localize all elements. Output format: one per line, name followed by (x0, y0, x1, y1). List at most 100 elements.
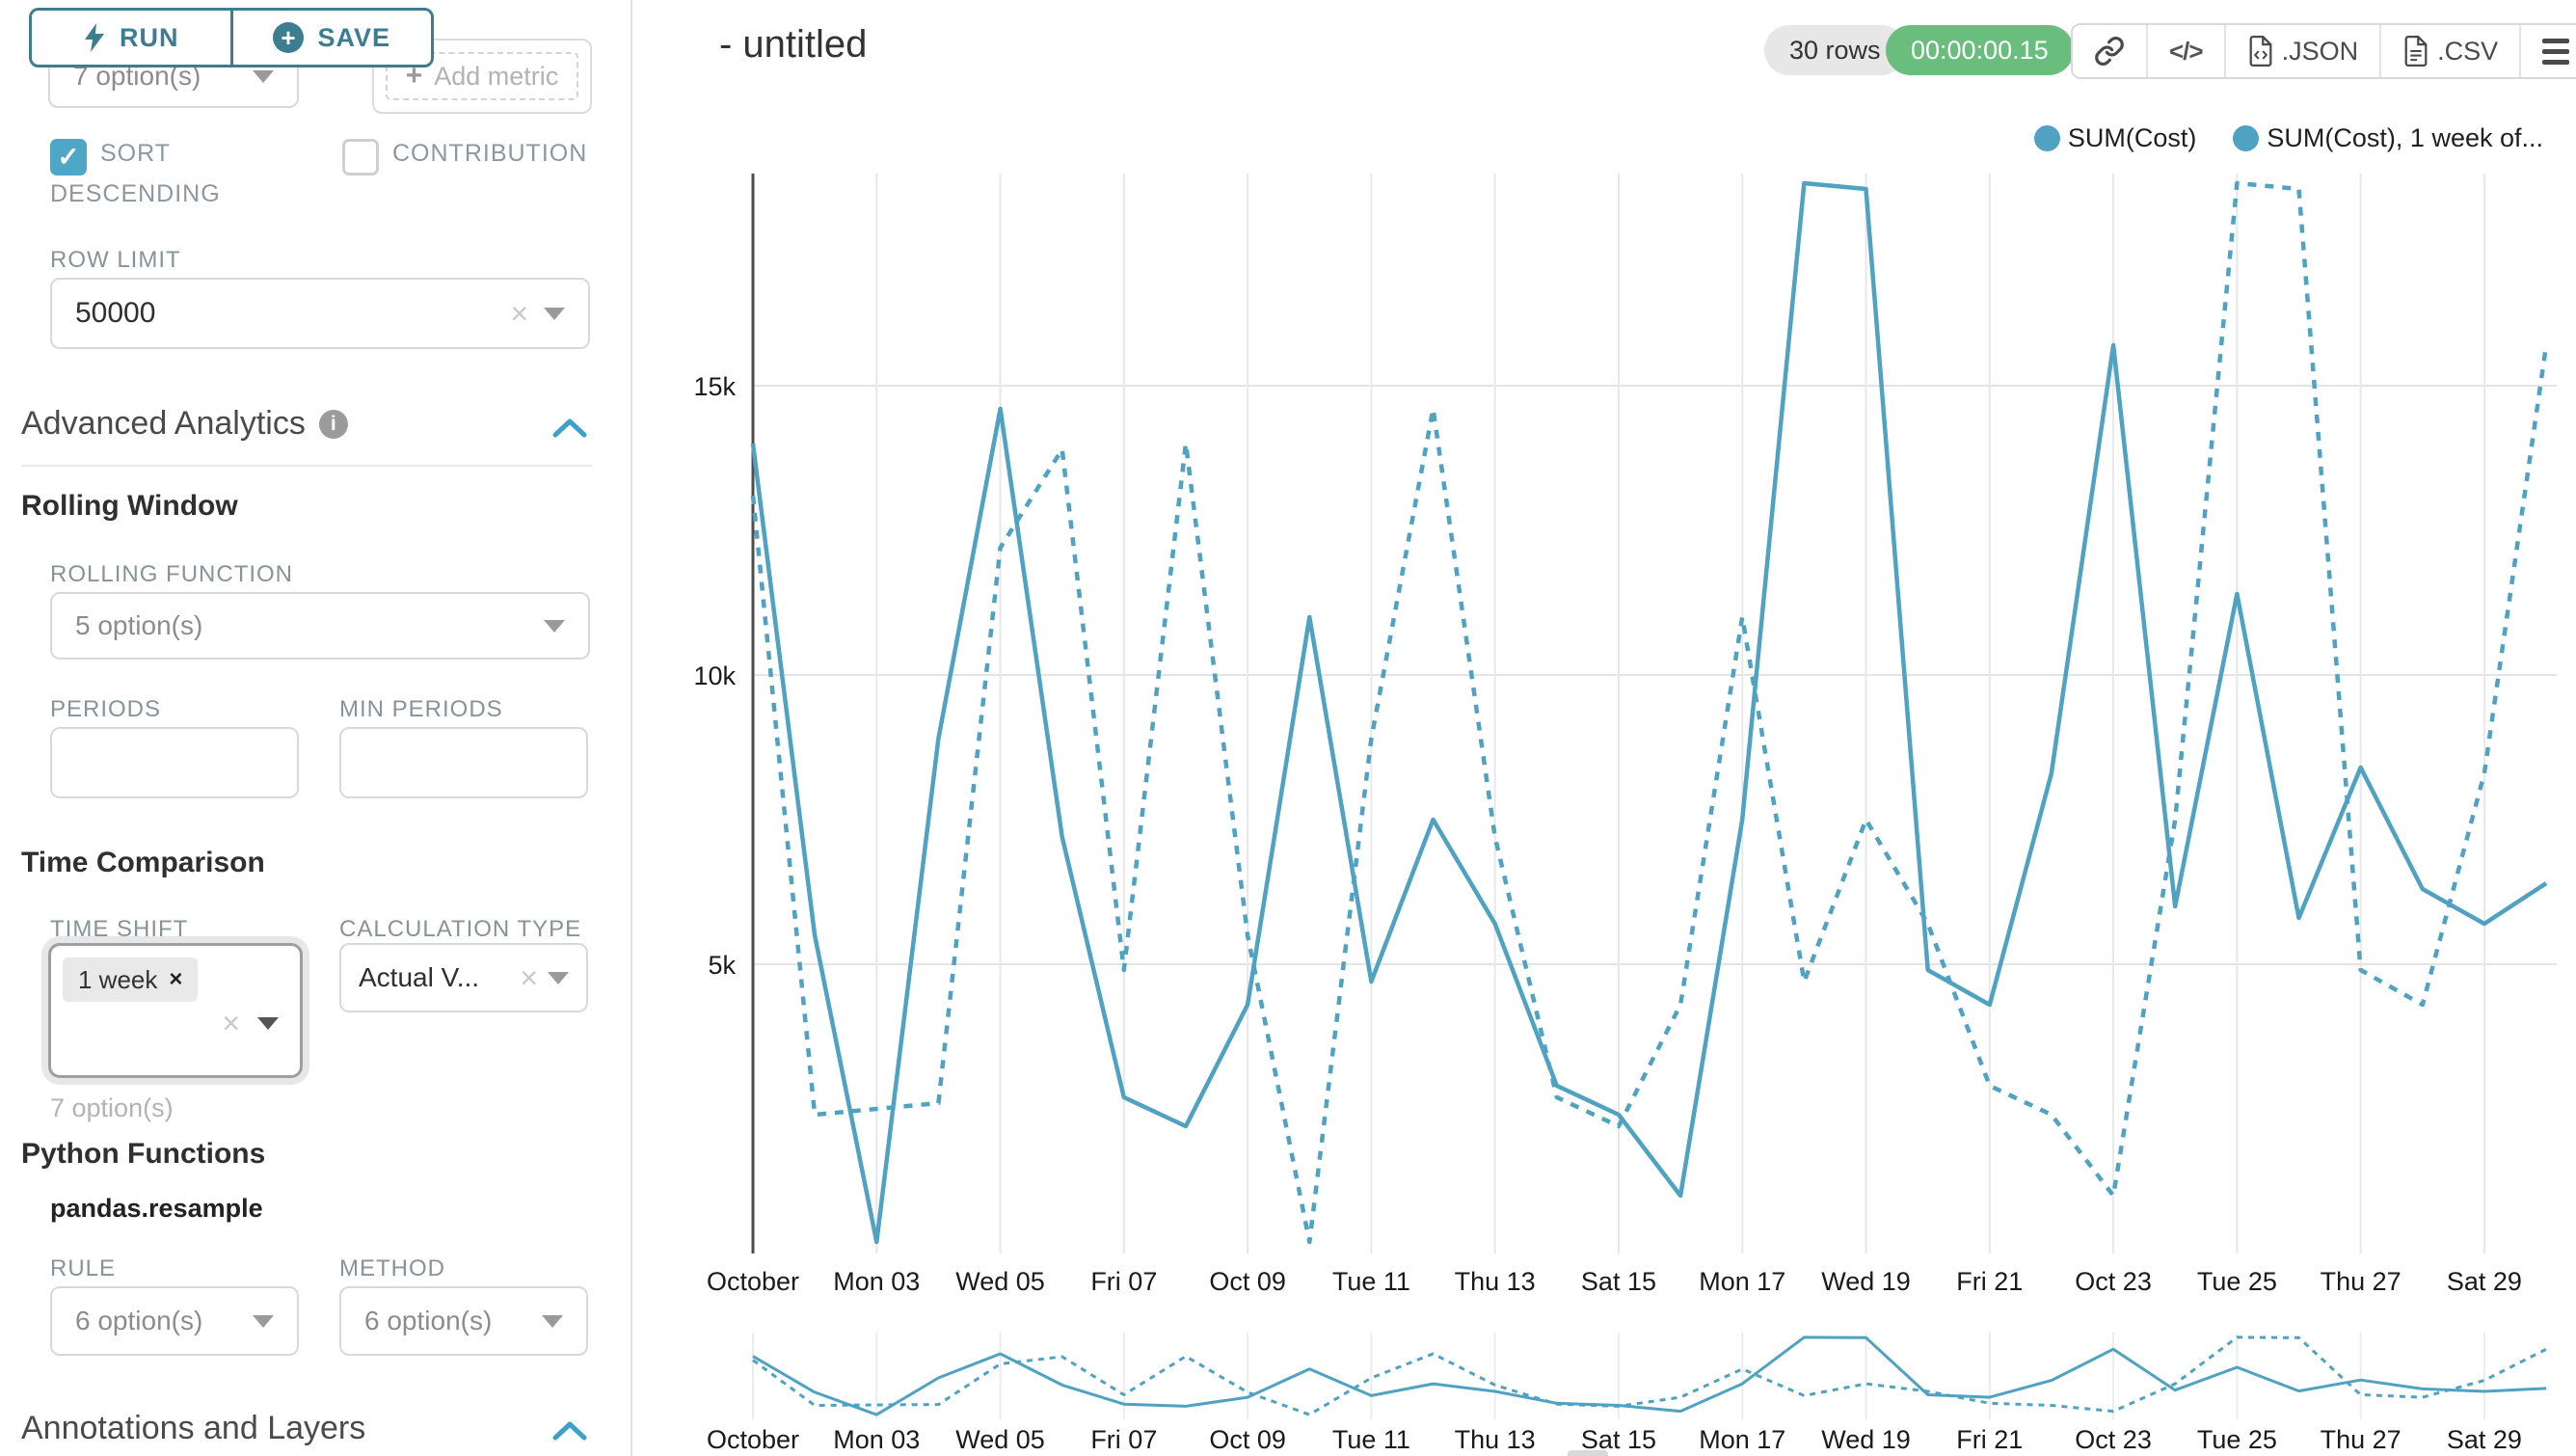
mini-x-axis-tick-label: Thu 13 (1455, 1425, 1536, 1454)
calculation-type-value: Actual V... (359, 962, 480, 992)
mini-chart-drag-handle[interactable] (1568, 1450, 1608, 1456)
hamburger-menu-icon (2542, 38, 2570, 65)
chevron-down-icon (544, 619, 565, 633)
collapse-chevron-up-icon[interactable] (551, 417, 588, 440)
calculation-type-label: CALCULATION TYPE (339, 916, 582, 942)
advanced-analytics-header: Advanced Analytics i (21, 405, 348, 443)
legend-item-sum-cost-offset[interactable]: SUM(Cost), 1 week of... (2233, 123, 2543, 153)
calculation-type-select[interactable]: Actual V... × (339, 943, 588, 1012)
chevron-down-icon (253, 69, 274, 83)
run-save-button-group: RUN + SAVE (29, 8, 434, 67)
query-duration-badge: 00:00:00.15 (1886, 25, 2074, 75)
min-periods-input[interactable] (339, 727, 588, 798)
divider (21, 465, 592, 467)
x-axis-tick-label: Oct 09 (1209, 1267, 1286, 1296)
mini-x-axis-tick-label: October (707, 1425, 799, 1454)
run-button[interactable]: RUN (32, 11, 230, 65)
export-json-button[interactable]: .JSON (2223, 25, 2380, 77)
legend-item-sum-cost[interactable]: SUM(Cost) (2033, 123, 2197, 153)
x-axis-tick-label: October (707, 1267, 799, 1296)
mini-x-axis-tick-label: Tue 11 (1332, 1425, 1410, 1454)
timeseries-line-chart: 5k 10k 15k October Mon 03 Wed 05 Fri 07 Oct 09 T… (693, 174, 2557, 1456)
plus-circle-icon: + (273, 22, 305, 53)
legend-dot (2233, 125, 2260, 151)
x-axis-tick-label: Thu 27 (2321, 1267, 2402, 1296)
y-axis-tick-label: 10k (693, 661, 736, 690)
x-axis-tick-label: Fri 21 (1956, 1267, 2023, 1296)
python-functions-subtitle: pandas.resample (50, 1194, 263, 1223)
save-button-label: SAVE (317, 22, 391, 52)
time-comparison-title: Time Comparison (21, 847, 265, 878)
chevron-down-icon (548, 971, 569, 984)
clear-icon[interactable]: × (222, 1006, 240, 1040)
clear-icon[interactable]: × (510, 296, 528, 331)
annotations-header: Annotations and Layers (21, 1410, 365, 1447)
legend-label: SUM(Cost), 1 week of... (2267, 123, 2543, 152)
time-shift-hint: 7 option(s) (50, 1093, 174, 1122)
contribution-control[interactable]: CONTRIBUTION (342, 135, 612, 175)
contribution-label: CONTRIBUTION (392, 140, 588, 167)
rule-select[interactable]: 6 option(s) (50, 1286, 299, 1356)
rolling-function-label: ROLLING FUNCTION (50, 561, 294, 587)
metrics-panel: + Add metric (372, 39, 592, 114)
collapse-chevron-up-icon[interactable] (551, 1419, 588, 1443)
rolling-function-value: 5 option(s) (75, 610, 203, 640)
x-axis-tick-label: Tue 11 (1332, 1267, 1410, 1296)
x-axis-tick-label: Oct 23 (2075, 1267, 2152, 1296)
view-query-button[interactable]: </> (2146, 25, 2224, 77)
mini-series-line-dashed (752, 1335, 2547, 1416)
export-csv-label: .CSV (2437, 36, 2499, 66)
mini-x-axis-tick-label: Sat 29 (2447, 1425, 2522, 1454)
add-metric-label: Add metric (434, 61, 559, 91)
export-toolbar: </> .JSON .CSV (2071, 23, 2576, 79)
export-csv-button[interactable]: .CSV (2379, 25, 2520, 77)
x-axis-tick-label: Wed 05 (955, 1267, 1045, 1296)
info-icon[interactable]: i (318, 409, 348, 439)
contribution-checkbox[interactable] (342, 138, 379, 175)
remove-tag-icon[interactable]: × (169, 966, 183, 992)
legend-label: SUM(Cost) (2067, 123, 2197, 152)
row-limit-value: 50000 (75, 297, 156, 329)
time-shift-tag[interactable]: 1 week × (63, 957, 199, 1002)
sort-descending-control[interactable]: ✓ SORT DESCENDING (50, 135, 291, 212)
save-button[interactable]: + SAVE (229, 11, 431, 65)
x-axis-tick-label: Sat 15 (1581, 1267, 1656, 1296)
y-axis-tick-label: 5k (708, 951, 736, 980)
add-metric-button[interactable]: + Add metric (386, 52, 578, 100)
periods-label: PERIODS (50, 696, 162, 722)
mini-x-axis-tick-label: Oct 23 (2075, 1425, 2152, 1454)
sort-descending-checkbox[interactable]: ✓ (50, 138, 87, 175)
legend-dot (2033, 125, 2060, 151)
share-link-button[interactable] (2073, 25, 2146, 77)
method-label: METHOD (339, 1255, 445, 1281)
clear-icon[interactable]: × (520, 960, 538, 995)
periods-input[interactable] (50, 727, 299, 798)
page-title[interactable]: - untitled (719, 23, 868, 66)
annotations-title: Annotations and Layers (21, 1410, 366, 1446)
time-shift-select[interactable]: 1 week × × (48, 943, 303, 1078)
x-axis-tick-label: Mon 17 (1699, 1267, 1785, 1296)
more-menu-button[interactable] (2519, 25, 2576, 77)
chevron-down-icon (542, 1314, 563, 1328)
mini-x-axis-tick-label: Wed 19 (1821, 1425, 1911, 1454)
mini-x-axis-tick-label: Mon 17 (1699, 1425, 1785, 1454)
mini-x-axis-tick-label: Mon 03 (833, 1425, 920, 1454)
chart-area: - untitled 30 rows 00:00:00.15 </> .JSON (634, 0, 2576, 1456)
lightning-icon (85, 23, 104, 52)
mini-x-axis-tick-label: Fri 21 (1956, 1425, 2023, 1454)
chevron-down-icon (544, 307, 565, 320)
rolling-function-select[interactable]: 5 option(s) (50, 592, 590, 660)
x-axis-tick-label: Mon 03 (833, 1267, 920, 1296)
rule-label: RULE (50, 1255, 117, 1281)
row-limit-select[interactable]: 50000 × (50, 278, 590, 349)
rule-value: 6 option(s) (75, 1306, 203, 1335)
min-periods-label: MIN PERIODS (339, 696, 503, 722)
mini-x-axis-tick-label: Fri 07 (1090, 1425, 1157, 1454)
link-icon (2095, 37, 2124, 66)
export-json-label: .JSON (2281, 36, 2359, 66)
chevron-down-icon (257, 1016, 279, 1030)
series-line-dashed (750, 180, 2549, 1245)
method-select[interactable]: 6 option(s) (339, 1286, 588, 1356)
rolling-window-title: Rolling Window (21, 490, 238, 522)
method-value: 6 option(s) (364, 1306, 493, 1335)
